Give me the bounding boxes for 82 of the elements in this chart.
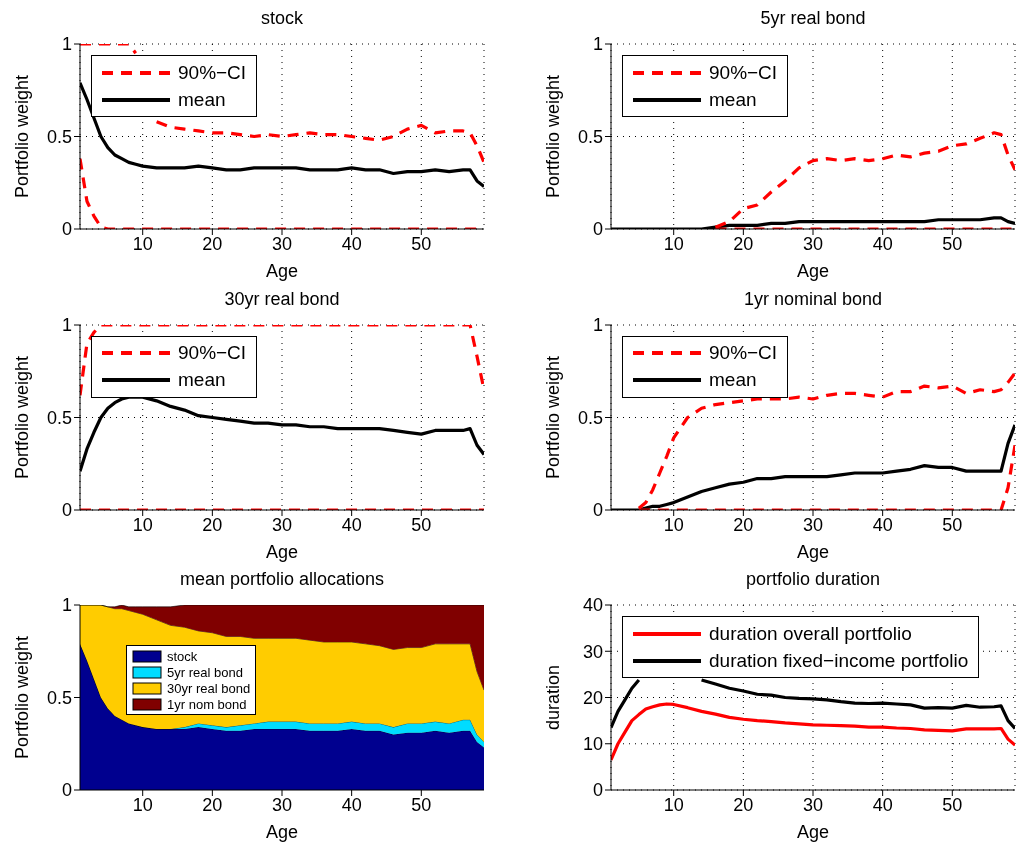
x-tick-label: 20 xyxy=(733,794,754,815)
y-tick-label: 40 xyxy=(582,595,603,616)
chart-title: mean portfolio allocations xyxy=(178,568,386,590)
legend-label: 90%−CI xyxy=(709,61,778,84)
y-tick-label: 0 xyxy=(61,219,72,240)
x-tick-label: 10 xyxy=(132,233,153,254)
x-axis-title: Age xyxy=(265,261,299,281)
legend-label: stock xyxy=(167,648,198,664)
y-tick-label: 10 xyxy=(582,734,603,755)
y-tick-label: 0 xyxy=(592,219,603,240)
x-axis-title: Age xyxy=(796,541,830,562)
x-tick-label: 50 xyxy=(411,233,432,254)
legend-label: 1yr nom bond xyxy=(167,696,247,712)
x-tick-label: 10 xyxy=(663,514,684,535)
y-axis-title: duration xyxy=(543,664,564,731)
y-axis-title: Portfolio weight xyxy=(12,635,33,760)
y-tick-label: 0 xyxy=(61,780,72,801)
x-tick-label: 40 xyxy=(872,514,893,535)
legend-label: mean xyxy=(709,369,757,391)
x-tick-label: 40 xyxy=(872,794,893,815)
legend-label: mean xyxy=(178,88,226,111)
y-tick-label: 0.5 xyxy=(46,687,72,708)
x-axis-title: Age xyxy=(265,822,299,842)
x-tick-label: 50 xyxy=(942,514,963,535)
x-tick-label: 40 xyxy=(872,233,893,254)
x-tick-label: 30 xyxy=(802,514,824,535)
x-tick-label: 40 xyxy=(341,514,362,535)
legend-label: 5yr real bond xyxy=(167,664,243,680)
chart-title: portfolio duration xyxy=(744,568,882,590)
x-tick-label: 30 xyxy=(271,794,293,815)
y-tick-label: 0 xyxy=(592,499,603,520)
y-tick-label: 0 xyxy=(592,780,603,801)
x-tick-label: 50 xyxy=(411,794,432,815)
y-tick-label: 0.5 xyxy=(577,407,603,428)
y-axis-title: Portfolio weight xyxy=(12,355,33,479)
chart-title: stock xyxy=(260,7,304,29)
y-tick-label: 1 xyxy=(61,314,72,335)
x-tick-label: 50 xyxy=(411,514,432,535)
x-tick-label: 10 xyxy=(132,514,153,535)
x-tick-label: 30 xyxy=(271,233,293,254)
x-tick-label: 30 xyxy=(271,514,293,535)
legend-label: duration overall portfolio xyxy=(709,622,912,645)
x-axis-title: Age xyxy=(796,822,830,842)
x-tick-label: 30 xyxy=(802,794,824,815)
legend-label: mean xyxy=(709,88,757,111)
x-tick-label: 10 xyxy=(132,794,153,815)
x-tick-label: 20 xyxy=(733,514,754,535)
y-tick-label: 1 xyxy=(61,34,72,55)
y-axis-title: Portfolio weight xyxy=(12,74,33,199)
legend-label: 90%−CI xyxy=(709,342,778,364)
x-tick-label: 20 xyxy=(202,233,223,254)
y-tick-label: 1 xyxy=(61,595,72,616)
y-tick-label: 30 xyxy=(582,641,603,662)
x-axis-title: Age xyxy=(796,261,830,281)
y-tick-label: 0.5 xyxy=(46,126,72,147)
legend-label: 30yr real bond xyxy=(167,680,251,696)
y-axis-title: Portfolio weight xyxy=(543,355,564,479)
y-tick-label: 0 xyxy=(61,499,72,520)
x-tick-label: 10 xyxy=(663,794,684,815)
x-tick-label: 10 xyxy=(663,233,684,254)
legend-label: 90%−CI xyxy=(178,61,247,84)
x-tick-label: 20 xyxy=(202,514,223,535)
y-tick-label: 1 xyxy=(592,314,603,335)
y-tick-label: 1 xyxy=(592,34,603,55)
x-tick-label: 50 xyxy=(942,233,963,254)
x-tick-label: 20 xyxy=(733,233,754,254)
x-axis-title: Age xyxy=(265,541,299,562)
chart-title: 5yr real bond xyxy=(759,7,867,29)
x-tick-label: 40 xyxy=(341,233,362,254)
y-tick-label: 0.5 xyxy=(46,407,72,428)
y-tick-label: 0.5 xyxy=(577,126,603,147)
legend-label: 90%−CI xyxy=(178,342,247,364)
x-tick-label: 30 xyxy=(802,233,824,254)
chart-title: 1yr nominal bond xyxy=(742,287,884,310)
x-tick-label: 50 xyxy=(942,794,963,815)
y-tick-label: 20 xyxy=(582,687,603,708)
legend-label: mean xyxy=(178,369,226,391)
chart-title: 30yr real bond xyxy=(223,287,341,310)
x-tick-label: 20 xyxy=(202,794,223,815)
x-tick-label: 40 xyxy=(341,794,362,815)
legend-label: duration fixed−income portfolio xyxy=(709,649,969,672)
y-axis-title: Portfolio weight xyxy=(543,74,564,199)
